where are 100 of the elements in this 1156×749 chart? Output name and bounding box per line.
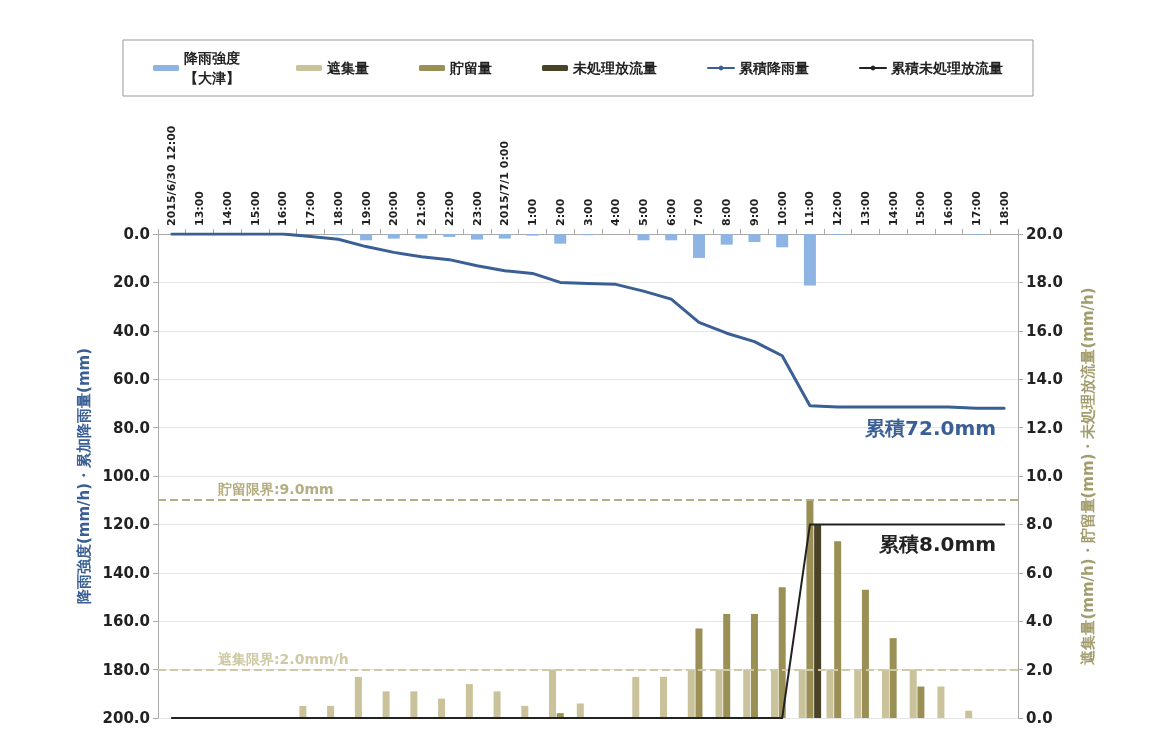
bar [637,234,650,241]
y2-tick-label: 16.0 [1026,321,1064,340]
bar [521,705,529,718]
x-tick-label: 13:00 [858,190,872,226]
x-tick-label: 3:00 [581,198,595,226]
y2-tick-label: 0.0 [1026,709,1053,727]
bar [861,589,869,718]
bar [937,686,945,718]
bar [438,698,446,718]
x-tick-label: 1:00 [526,198,540,226]
bar [387,234,400,239]
bar [723,613,731,718]
legend-label: 貯留量 [449,60,492,76]
x-tick-label: 19:00 [359,190,373,226]
y-tick-label: 80.0 [112,418,150,437]
x-tick-label: 9:00 [747,198,761,226]
bar [665,234,678,241]
bar [576,703,584,718]
x-tick-label: 8:00 [720,198,734,226]
x-tick-label: 2015/7/1 0:00 [498,140,512,226]
bar [750,613,758,718]
y-tick-label: 200.0 [102,709,150,727]
bar [748,234,761,242]
x-tick-label: 7:00 [692,198,706,226]
ref-line-label: 遮集限界:2.0mm/h [217,650,349,667]
bar [778,587,786,718]
legend-label: 累積降雨量 [738,60,809,76]
y2-tick-label: 20.0 [1026,225,1064,243]
legend-label: 降雨強度【大津】 [184,50,240,86]
bar [354,676,362,718]
legend-label: 遮集量 [326,60,369,76]
y2-tick-label: 8.0 [1026,515,1053,534]
x-tick-label: 17:00 [304,190,318,226]
y2-axis-title: 遮集量(mm/h)・貯留量(mm)・未処理放流量(mm/h) [1078,287,1097,666]
bar [889,638,897,718]
bar [814,524,822,718]
bar [803,234,816,286]
annotation: 累積8.0mm [878,532,997,557]
bar [554,234,567,244]
x-tick-label: 12:00 [831,190,845,226]
legend-label: 未処理放流量 [572,60,657,76]
bar [692,234,705,258]
y-axis-title: 降雨強度(mm/h)・累加降雨量(mm) [75,347,94,605]
x-tick-label: 2:00 [553,198,567,226]
x-tick-label: 23:00 [470,190,484,226]
y2-tick-label: 10.0 [1026,467,1064,485]
x-tick-label: 10:00 [775,190,789,226]
x-tick-label: 22:00 [442,190,456,226]
bar [917,686,925,718]
bar [834,541,842,718]
x-tick-label: 2015/6/30 12:00 [165,125,179,226]
x-tick-label: 18:00 [331,190,345,226]
y2-tick-label: 4.0 [1026,612,1053,631]
bar [965,710,973,718]
y2-tick-label: 6.0 [1026,563,1053,582]
bar [299,705,307,718]
bar [382,691,390,718]
x-tick-label: 4:00 [609,198,623,226]
bar [695,628,703,718]
bar [465,684,473,718]
y2-tick-label: 2.0 [1026,660,1053,679]
x-tick-label: 16:00 [942,190,956,226]
y-tick-label: 160.0 [102,612,150,631]
x-tick-label: 20:00 [387,190,401,226]
x-tick-label: 15:00 [248,190,262,226]
bar [327,705,335,718]
bar [493,691,501,718]
x-tick-label: 21:00 [415,190,429,226]
y-tick-label: 120.0 [102,515,150,534]
ref-line-label: 貯留限界:9.0mm [217,481,334,498]
x-tick-label: 5:00 [636,198,650,226]
y-tick-label: 140.0 [102,563,150,582]
bar [498,234,511,239]
bar [720,234,733,245]
y2-tick-label: 12.0 [1026,418,1064,437]
bar [632,676,640,718]
bar [660,676,668,718]
y-tick-label: 100.0 [102,467,150,485]
y2-tick-label: 18.0 [1026,273,1064,292]
annotation: 累積72.0mm [864,416,997,441]
x-tick-label: 6:00 [664,198,678,226]
y-tick-label: 20.0 [112,273,150,292]
x-tick-label: 11:00 [803,190,817,226]
bar [443,234,456,237]
x-tick-label: 14:00 [220,190,234,226]
bar [776,234,789,248]
y2-tick-label: 14.0 [1026,370,1064,389]
x-tick-label: 16:00 [276,190,290,226]
x-tick-label: 13:00 [193,190,207,226]
x-tick-label: 15:00 [914,190,928,226]
y-tick-label: 180.0 [102,660,150,679]
x-tick-label: 17:00 [969,190,983,226]
x-tick-label: 18:00 [997,190,1011,226]
y-tick-label: 0.0 [123,225,150,243]
bar [806,500,814,718]
legend-label: 累積未処理放流量 [890,60,1003,76]
y-tick-label: 60.0 [112,370,150,389]
line-series [170,232,1006,410]
bar [360,234,373,241]
bar [410,691,418,718]
